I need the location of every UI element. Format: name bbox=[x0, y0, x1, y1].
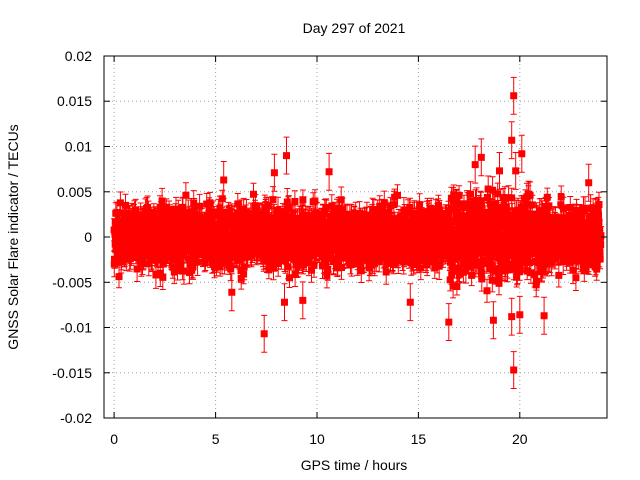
x-tick-label: 5 bbox=[212, 431, 220, 447]
y-tick-label: -0.01 bbox=[60, 320, 92, 336]
x-axis-label: GPS time / hours bbox=[301, 457, 408, 473]
data-layer bbox=[110, 76, 605, 389]
y-tick-label: -0.015 bbox=[52, 365, 92, 381]
y-tick-label: -0.02 bbox=[60, 410, 92, 426]
y-axis-label: GNSS Solar Flare indicator / TECUs bbox=[5, 124, 21, 349]
chart-title: Day 297 of 2021 bbox=[303, 20, 406, 36]
y-tick-label: 0.005 bbox=[57, 184, 92, 200]
tick-labels: 0 5 10 15 20 -0.02 -0.015 -0.01 -0.005 0 0.005 0.01… bbox=[52, 48, 528, 447]
tick-marks bbox=[104, 55, 607, 419]
data-points bbox=[110, 92, 605, 374]
x-tick-label: 10 bbox=[309, 431, 325, 447]
y-tick-label: -0.005 bbox=[52, 274, 92, 290]
y-tick-label: 0.015 bbox=[57, 93, 92, 109]
x-tick-label: 15 bbox=[411, 431, 427, 447]
y-tick-label: 0.01 bbox=[65, 139, 92, 155]
x-tick-label: 0 bbox=[110, 431, 118, 447]
x-tick-label: 20 bbox=[512, 431, 528, 447]
y-tick-label: 0 bbox=[84, 229, 92, 245]
y-tick-label: 0.02 bbox=[65, 48, 92, 64]
